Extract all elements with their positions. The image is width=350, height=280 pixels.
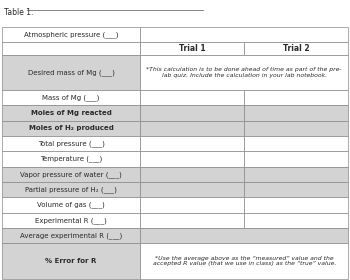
Bar <box>2 243 140 279</box>
Bar <box>140 27 348 42</box>
Bar <box>140 197 244 213</box>
Bar <box>2 197 140 213</box>
Bar <box>2 213 140 228</box>
Bar <box>140 243 348 279</box>
Text: *Use the average above as the “measured” value and the
accepted R value (that we: *Use the average above as the “measured”… <box>153 256 336 266</box>
Bar <box>244 136 348 151</box>
Bar <box>140 136 244 151</box>
Bar <box>2 136 140 151</box>
Bar <box>244 90 348 106</box>
Bar <box>244 167 348 182</box>
Bar <box>2 151 140 167</box>
Text: Temperature (___): Temperature (___) <box>40 156 102 162</box>
Bar <box>140 90 244 106</box>
Bar <box>2 90 140 106</box>
Bar <box>244 121 348 136</box>
Bar <box>140 106 244 121</box>
Bar <box>2 42 140 55</box>
Bar <box>2 228 140 243</box>
Bar <box>244 106 348 121</box>
Bar <box>2 55 140 90</box>
Text: Atmospheric pressure (___): Atmospheric pressure (___) <box>24 31 118 38</box>
Text: Average experimental R (___): Average experimental R (___) <box>20 232 122 239</box>
Bar <box>140 42 244 55</box>
Bar <box>140 55 348 90</box>
Bar <box>140 167 244 182</box>
Text: Trial 2: Trial 2 <box>283 44 310 53</box>
Text: % Error for R: % Error for R <box>46 258 97 264</box>
Text: Vapor pressure of water (___): Vapor pressure of water (___) <box>20 171 122 178</box>
Text: Total pressure (___): Total pressure (___) <box>37 140 105 147</box>
Text: Mass of Mg (___): Mass of Mg (___) <box>42 94 100 101</box>
Bar <box>2 167 140 182</box>
Bar <box>2 182 140 197</box>
Bar <box>140 228 348 243</box>
Bar <box>140 213 244 228</box>
Text: Trial 1: Trial 1 <box>179 44 206 53</box>
Bar <box>244 182 348 197</box>
Text: Partial pressure of H₂ (___): Partial pressure of H₂ (___) <box>25 186 117 193</box>
Bar <box>244 197 348 213</box>
Text: Desired mass of Mg (___): Desired mass of Mg (___) <box>28 69 114 76</box>
Bar <box>244 151 348 167</box>
Text: *This calculation is to be done ahead of time as part of the pre-
lab quiz. Incl: *This calculation is to be done ahead of… <box>147 67 342 78</box>
Bar <box>140 151 244 167</box>
Bar <box>2 106 140 121</box>
Text: Table 1.: Table 1. <box>4 8 33 17</box>
Text: Moles of Mg reacted: Moles of Mg reacted <box>30 110 112 116</box>
Text: Volume of gas (___): Volume of gas (___) <box>37 202 105 208</box>
Bar <box>244 213 348 228</box>
Text: Experimental R (___): Experimental R (___) <box>35 217 107 224</box>
Bar <box>2 121 140 136</box>
Bar <box>244 42 348 55</box>
Bar <box>140 182 244 197</box>
Bar <box>2 27 140 42</box>
Bar <box>140 121 244 136</box>
Text: Moles of H₂ produced: Moles of H₂ produced <box>29 125 113 132</box>
